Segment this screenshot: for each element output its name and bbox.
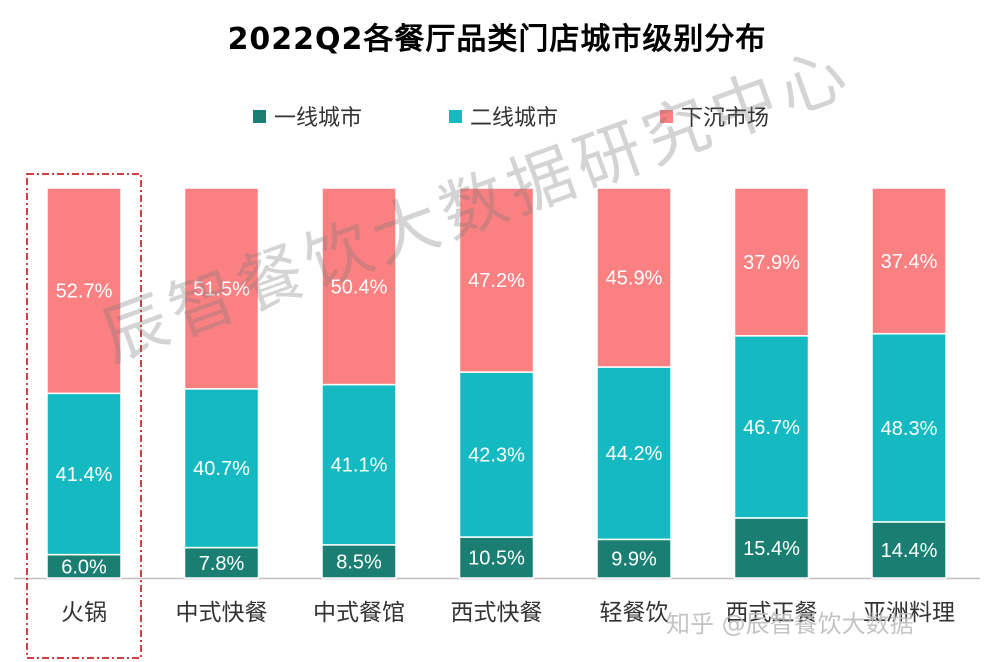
highlight-box (26, 173, 142, 659)
bar-segment-tier2 (458, 371, 535, 538)
data-label-lower-tier: 37.9% (743, 252, 800, 274)
data-label-tier2: 46.7% (743, 417, 800, 439)
data-label-lower-tier: 45.9% (606, 268, 663, 290)
data-label-tier1: 6.0% (61, 556, 107, 578)
legend-item-lower-tier: 下沉市场 (660, 101, 769, 131)
chart-title: 2022Q2各餐厅品类门店城市级别分布 (227, 22, 767, 57)
bar-segment-tier1 (871, 521, 947, 579)
bar-segment-tier2 (321, 383, 397, 546)
legend-item-tier1: 一线城市 (253, 101, 362, 131)
bar-segment-tier1 (733, 517, 810, 579)
data-label-tier2: 41.1% (331, 455, 388, 477)
x-tick-label: 火锅 (61, 600, 107, 626)
bar-segment-lower-tier (458, 187, 535, 373)
x-tick-label: 中式快餐 (176, 600, 268, 626)
bar-segment-tier1 (321, 544, 397, 579)
x-tick-label: 亚洲料理 (863, 600, 955, 626)
bar-segment-lower-tier (321, 187, 397, 386)
legend-swatch-lower-tier (660, 109, 673, 123)
data-label-lower-tier: 50.4% (331, 276, 388, 298)
bar-segment-lower-tier (596, 187, 672, 368)
legend-item-tier2: 二线城市 (449, 101, 558, 131)
data-label-tier1: 15.4% (743, 538, 800, 560)
data-label-lower-tier: 51.5% (193, 278, 250, 300)
bar-segment-tier2 (871, 332, 947, 523)
data-label-tier1: 7.8% (199, 553, 245, 575)
bar-segment-lower-tier (183, 187, 260, 390)
x-tick-label: 轻餐饮 (600, 600, 669, 626)
bar-segment-lower-tier (46, 187, 122, 395)
data-label-tier1: 10.5% (468, 548, 525, 570)
legend-label-tier1: 一线城市 (274, 106, 363, 131)
data-label-lower-tier: 52.7% (56, 281, 113, 303)
legend: 一线城市 二线城市 下沉市场 (0, 101, 994, 131)
legend-swatch-tier2 (449, 109, 462, 123)
data-label-tier2: 42.3% (468, 445, 525, 467)
x-tick-label: 西式正餐 (726, 600, 818, 626)
bar-segment-tier2 (46, 392, 122, 556)
bar-segment-tier1 (458, 536, 535, 579)
data-label-lower-tier: 37.4% (881, 251, 938, 273)
data-label-tier2: 40.7% (193, 458, 250, 480)
bar-segment-tier2 (733, 335, 810, 519)
data-label-tier1: 9.9% (611, 549, 657, 571)
data-label-tier2: 41.4% (56, 464, 113, 486)
data-label-tier1: 8.5% (336, 551, 382, 573)
data-label-tier2: 44.2% (606, 443, 663, 465)
bar-segment-tier1 (596, 538, 672, 579)
data-label-lower-tier: 47.2% (468, 270, 525, 292)
bar-segment-lower-tier (733, 187, 810, 337)
bar-segment-tier2 (596, 366, 672, 541)
x-tick-label: 西式快餐 (451, 600, 543, 626)
legend-label-tier2: 二线城市 (470, 106, 559, 131)
bar-segment-lower-tier (871, 187, 947, 335)
x-tick-label: 中式餐馆 (313, 600, 405, 626)
data-label-tier2: 48.3% (881, 418, 938, 440)
bar-segment-tier1 (183, 546, 260, 579)
legend-swatch-tier1 (253, 109, 266, 123)
legend-label-lower-tier: 下沉市场 (681, 106, 770, 131)
data-label-tier1: 14.4% (881, 540, 938, 562)
